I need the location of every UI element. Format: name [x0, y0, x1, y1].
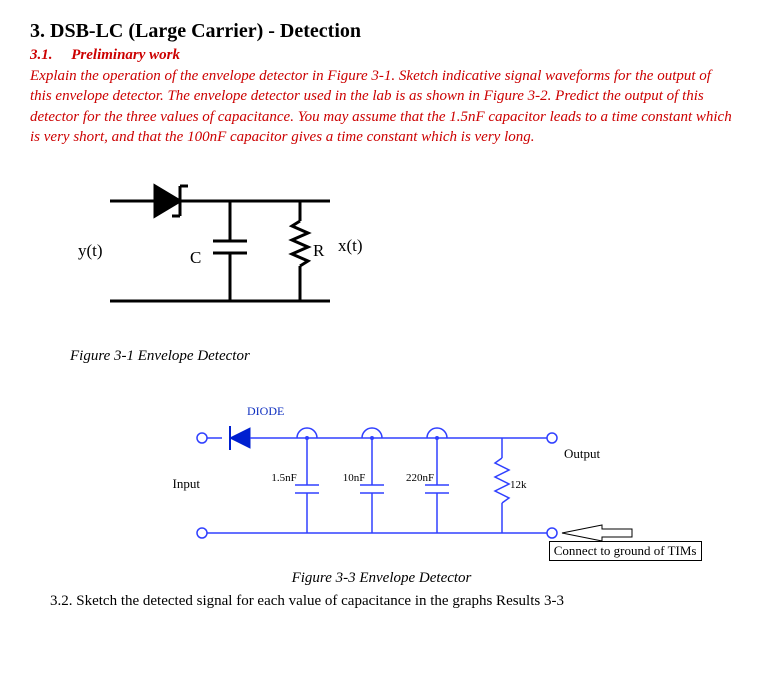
fig2-input-label: Input	[172, 476, 200, 491]
fig1-res-label: R	[313, 241, 325, 260]
section-heading: 3. DSB-LC (Large Carrier) - Detection	[30, 20, 733, 43]
figure-1: y(t) C R x(t)	[70, 171, 733, 336]
fig2-ground-note: Connect to ground of TIMs	[549, 541, 702, 561]
fig2-cap3-label: 220nF	[405, 472, 433, 484]
fig2-diode-label: DIODE	[247, 404, 284, 418]
fig2-res-label: 12k	[510, 479, 527, 491]
fig2-cap1-label: 1.5nF	[271, 472, 296, 484]
fig2-output-label: Output	[564, 446, 601, 461]
figure-2-caption: Figure 3-3 Envelope Detector	[72, 570, 692, 587]
subsection-number: 3.1.	[30, 47, 53, 63]
figure-2-svg: DIODE Input Output 1.5nF 10nF 220nF 12k	[72, 393, 692, 563]
fig2-cap2-label: 10nF	[342, 472, 365, 484]
subsection-heading: 3.1. Preliminary work	[30, 47, 733, 64]
fig1-output-label: x(t)	[338, 236, 363, 255]
section-3-2-text: 3.2. Sketch the detected signal for each…	[50, 593, 713, 610]
subsection-title: Preliminary work	[71, 47, 180, 63]
figure-2: DIODE Input Output 1.5nF 10nF 220nF 12k …	[72, 393, 692, 587]
preliminary-paragraph: Explain the operation of the envelope de…	[30, 66, 733, 147]
figure-1-svg: y(t) C R x(t)	[70, 171, 390, 331]
fig1-cap-label: C	[190, 248, 201, 267]
figure-1-caption: Figure 3-1 Envelope Detector	[70, 348, 733, 365]
fig1-input-label: y(t)	[78, 241, 103, 260]
